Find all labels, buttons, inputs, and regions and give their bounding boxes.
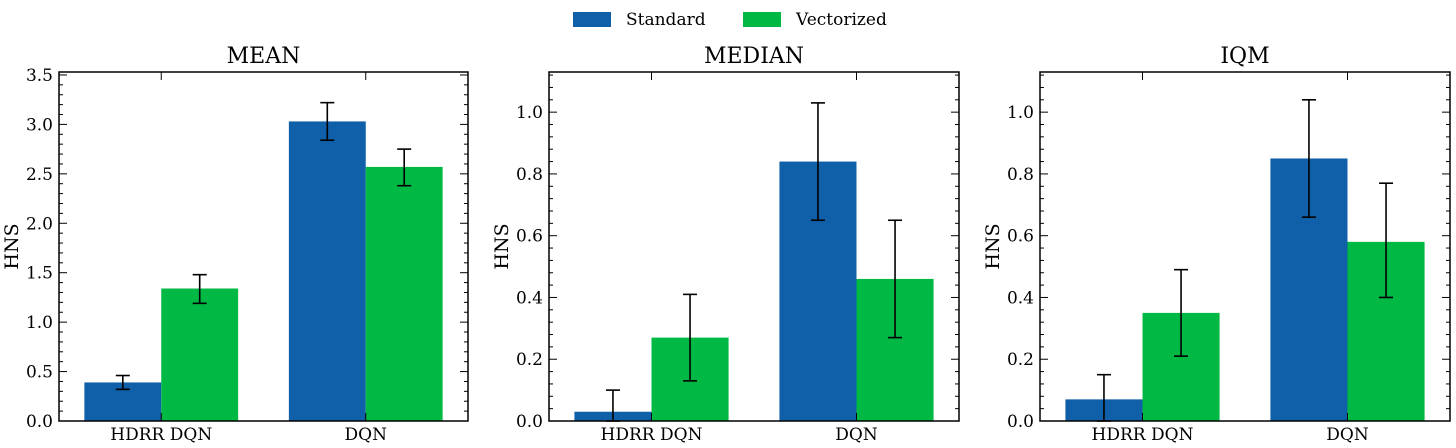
panel-mean-bar-vectorized-1 <box>365 166 443 421</box>
panel-iqm-xtick-label-1: DQN <box>1326 425 1369 445</box>
panel-mean-ytick-label-3: 1.5 <box>26 264 53 284</box>
panel-mean-ytick-marks <box>59 74 468 422</box>
panel-mean-frame <box>58 71 469 422</box>
panel-median-ytick-label-5: 1.0 <box>516 103 543 123</box>
panel-median-errorbar-standard-1 <box>810 102 825 222</box>
panel-mean-ytick-label-1: 0.5 <box>26 363 53 383</box>
panel-iqm-errorbar-vectorized-0 <box>1174 268 1189 357</box>
panel-mean-xtick-label-1: DQN <box>345 425 388 445</box>
legend: Standard Vectorized <box>573 10 887 30</box>
panel-median: 0.0 0.2 0.4 0.6 0.8 1.0 HDRR DQN DQN MEDIAN HNS <box>491 44 960 445</box>
panel-mean-ytick-label-0: 0.0 <box>26 412 53 432</box>
legend-swatch-standard <box>573 12 611 27</box>
panel-iqm-ytick-label-3: 0.6 <box>1007 227 1034 247</box>
legend-label-vectorized: Vectorized <box>795 10 887 30</box>
panel-iqm-xtick-label-0: HDRR DQN <box>1092 425 1194 445</box>
panel-iqm-ytick-label-5: 1.0 <box>1007 103 1034 123</box>
panel-median-ytick-label-1: 0.2 <box>516 350 543 370</box>
panel-iqm-errorbar-standard-1 <box>1301 98 1316 218</box>
panel-mean-ytick-label-5: 2.5 <box>26 165 53 185</box>
legend-label-standard: Standard <box>626 10 706 30</box>
panel-iqm-ytick-label-4: 0.8 <box>1007 165 1034 185</box>
panel-mean-ytick-label-2: 1.0 <box>26 313 53 333</box>
panel-median-errorbar-vectorized-1 <box>888 219 903 339</box>
panel-iqm-ytick-label-2: 0.4 <box>1007 288 1034 308</box>
panel-mean: 0.0 0.5 1.0 1.5 2.0 2.5 3.0 3.5 HDRR DQN DQN MEAN H… <box>1 44 469 445</box>
panel-iqm-title: IQM <box>1220 44 1269 69</box>
panel-median-ytick-label-4: 0.8 <box>516 165 543 185</box>
panel-mean-errorbar-standard-1 <box>320 101 335 142</box>
panel-median-ylabel: HNS <box>491 223 513 269</box>
panel-mean-bar-vectorized-0 <box>161 288 239 421</box>
panel-iqm-ytick-marks <box>1040 74 1450 422</box>
panel-mean-ytick-label-7: 3.5 <box>26 66 53 86</box>
panel-mean-errorbar-standard-0 <box>115 374 130 391</box>
panel-median-frame <box>548 71 960 422</box>
panel-median-ytick-marks <box>549 74 959 422</box>
panel-median-ytick-label-0: 0.0 <box>516 412 543 432</box>
panel-mean-title: MEAN <box>227 44 301 69</box>
panel-iqm-frame <box>1039 71 1451 422</box>
panel-mean-ytick-label-6: 3.0 <box>26 115 53 135</box>
panel-median-ytick-label-3: 0.6 <box>516 227 543 247</box>
panel-median-ytick-label-2: 0.4 <box>516 288 543 308</box>
panel-iqm-errorbar-vectorized-1 <box>1379 182 1394 299</box>
panel-iqm: 0.0 0.2 0.4 0.6 0.8 1.0 HDRR DQN DQN IQM HNS <box>982 44 1451 445</box>
panel-median-title: MEDIAN <box>704 44 804 69</box>
panel-median-errorbar-vectorized-0 <box>683 293 698 382</box>
panel-mean-errorbar-vectorized-1 <box>397 148 412 187</box>
panel-iqm-ytick-label-0: 0.0 <box>1007 412 1034 432</box>
panel-iqm-ylabel: HNS <box>982 223 1004 269</box>
panel-mean-ylabel: HNS <box>1 223 23 269</box>
panel-median-xtick-label-1: DQN <box>835 425 878 445</box>
legend-swatch-vectorized <box>743 12 781 27</box>
panel-mean-bar-standard-1 <box>288 121 366 422</box>
panel-iqm-ytick-label-1: 0.2 <box>1007 350 1034 370</box>
panel-median-xtick-label-0: HDRR DQN <box>601 425 703 445</box>
panel-mean-xtick-label-0: HDRR DQN <box>110 425 212 445</box>
panel-mean-errorbar-vectorized-0 <box>192 273 207 305</box>
panel-mean-ytick-label-4: 2.0 <box>26 214 53 234</box>
